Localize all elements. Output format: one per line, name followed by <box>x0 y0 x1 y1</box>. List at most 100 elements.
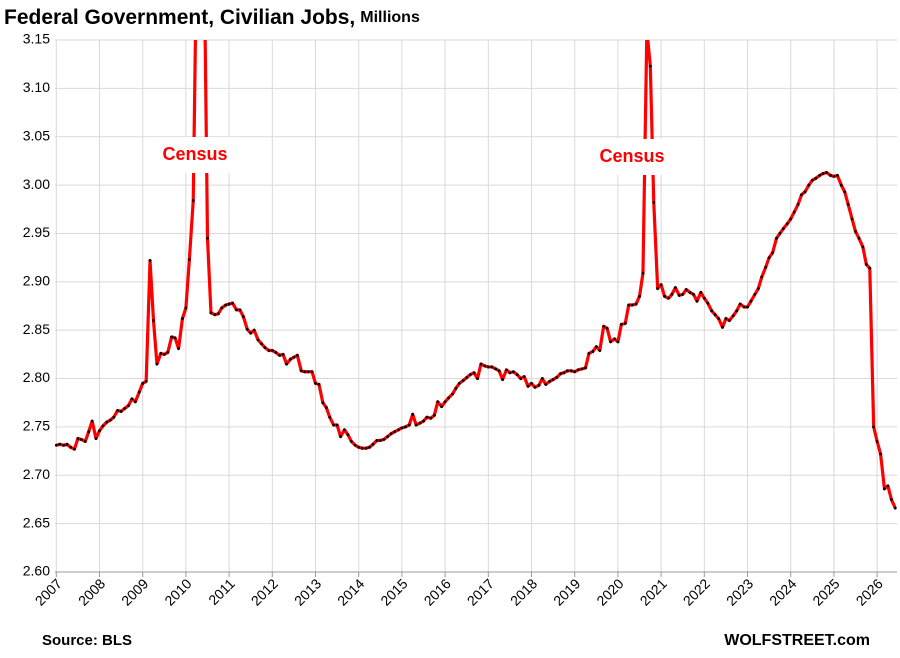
data-point <box>764 265 768 269</box>
data-point <box>562 371 566 375</box>
data-point <box>889 498 893 501</box>
source: Source: BLS <box>42 632 132 649</box>
annotation: Census <box>162 144 227 164</box>
data-point <box>292 355 296 359</box>
data-point <box>119 410 123 413</box>
data-point <box>767 256 771 260</box>
data-point <box>411 412 415 416</box>
data-point <box>454 386 458 390</box>
data-point <box>713 313 717 317</box>
data-point <box>854 230 857 233</box>
data-point <box>166 351 170 354</box>
data-point <box>486 365 490 369</box>
data-point <box>684 288 688 291</box>
data-point <box>436 400 440 404</box>
data-point <box>868 266 872 270</box>
data-point <box>123 407 126 410</box>
data-point <box>328 415 332 419</box>
data-point <box>378 439 382 442</box>
data-point <box>65 442 69 446</box>
data-point <box>90 419 94 423</box>
x-tick-label: 2024 <box>766 575 799 608</box>
y-tick-label: 2.80 <box>23 369 50 385</box>
data-point <box>343 428 346 432</box>
x-tick-label: 2007 <box>32 575 65 608</box>
data-point <box>613 337 616 341</box>
data-point <box>789 217 793 221</box>
data-point <box>875 440 879 443</box>
y-tick-label: 3.05 <box>23 127 50 143</box>
data-point <box>519 377 523 380</box>
data-point <box>602 324 606 328</box>
data-point <box>101 424 105 428</box>
data-point <box>152 319 155 322</box>
data-point <box>872 425 876 429</box>
data-point <box>587 351 591 355</box>
data-point <box>306 370 310 374</box>
data-point <box>785 222 789 226</box>
data-point <box>429 416 433 420</box>
data-point <box>864 263 868 266</box>
data-point <box>670 292 674 296</box>
data-point <box>393 430 396 434</box>
data-point <box>368 445 371 449</box>
data-point <box>231 301 234 305</box>
data-point <box>850 217 854 221</box>
data-point <box>775 236 778 240</box>
data-point <box>235 308 238 312</box>
data-point <box>303 370 307 374</box>
data-point <box>814 176 818 180</box>
data-point <box>317 382 321 386</box>
data-point <box>749 299 753 303</box>
x-tick-label: 2023 <box>723 575 756 608</box>
data-point <box>191 199 195 202</box>
credit: WOLFSTREET.com <box>724 632 870 649</box>
data-point <box>256 338 260 342</box>
data-point <box>781 227 785 231</box>
x-tick-label: 2022 <box>680 575 713 608</box>
data-point <box>825 171 828 174</box>
data-point <box>472 371 476 375</box>
data-point <box>483 364 487 368</box>
x-tick-label: 2012 <box>248 575 281 608</box>
data-point <box>105 420 109 424</box>
data-point <box>397 428 400 432</box>
data-point <box>886 484 890 488</box>
x-tick-label: 2020 <box>593 575 626 608</box>
data-point <box>829 174 832 177</box>
data-point <box>278 353 282 357</box>
data-point <box>407 423 411 427</box>
data-point <box>289 357 292 361</box>
data-point <box>667 296 670 300</box>
data-point <box>594 345 598 349</box>
y-tick-label: 2.60 <box>23 563 50 579</box>
data-point <box>184 306 188 310</box>
data-point <box>238 308 242 312</box>
data-point <box>133 400 137 404</box>
data-point <box>295 353 299 357</box>
title: Federal Government, Civilian Jobs, <box>4 6 355 29</box>
data-point <box>440 405 444 408</box>
data-point <box>173 336 177 340</box>
data-point <box>213 313 217 317</box>
series-line <box>55 40 897 509</box>
data-point <box>731 314 735 318</box>
data-point <box>753 292 757 296</box>
data-point <box>883 487 886 491</box>
data-point <box>501 378 504 381</box>
data-point <box>656 287 660 290</box>
data-point <box>181 317 184 320</box>
data-point <box>494 367 498 371</box>
data-point <box>605 326 609 330</box>
data-point <box>177 347 180 350</box>
data-point <box>681 292 685 296</box>
data-point <box>69 445 72 449</box>
data-point <box>616 340 620 344</box>
data-point <box>479 362 483 366</box>
x-tick-label: 2016 <box>421 575 454 608</box>
data-point <box>299 369 303 373</box>
data-point <box>310 370 314 374</box>
data-point <box>800 193 803 197</box>
data-point <box>846 203 850 206</box>
data-point <box>746 305 749 309</box>
